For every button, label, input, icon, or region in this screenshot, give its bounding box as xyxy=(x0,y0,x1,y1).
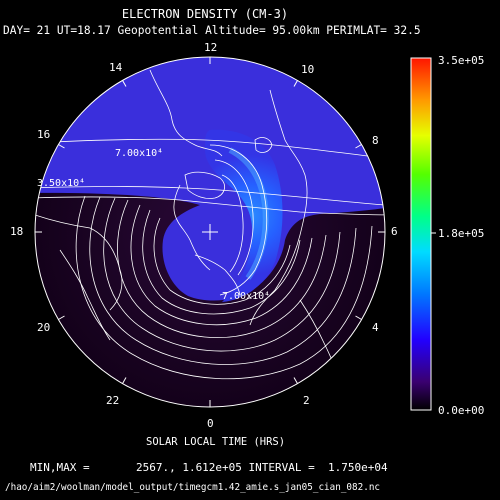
hour-label-4: 4 xyxy=(372,321,379,334)
density-peak-region xyxy=(205,129,283,302)
contour-label-middle: 3.50x10⁴ xyxy=(37,178,86,189)
hour-label-18: 18 xyxy=(10,225,24,238)
dayside-region xyxy=(35,57,385,301)
hour-label-16: 16 xyxy=(37,128,51,141)
contour-lines xyxy=(35,138,385,380)
contour-label-upper: 7.00x10⁴ xyxy=(115,148,164,159)
density-field xyxy=(35,57,385,407)
colorbar xyxy=(410,57,432,411)
colorbar-mid-label: 1.8e+05 xyxy=(438,227,485,240)
colorbar-min-label: 0.0e+00 xyxy=(438,404,485,417)
hour-ticks xyxy=(35,57,385,407)
file-path: /hao/aim2/woolman/model_output/timegcm1.… xyxy=(5,482,381,493)
hour-label-14: 14 xyxy=(109,61,123,74)
x-axis-label: SOLAR LOCAL TIME (HRS) xyxy=(146,436,286,448)
hour-label-6: 6 xyxy=(391,225,398,238)
hour-label-8: 8 xyxy=(372,134,379,147)
pole-cross xyxy=(202,224,218,240)
hour-label-12: 12 xyxy=(204,41,218,54)
hour-label-22: 22 xyxy=(106,394,120,407)
plot-title: ELECTRON DENSITY (CM-3) xyxy=(121,7,289,21)
hour-label-10: 10 xyxy=(301,63,315,76)
stats-line: MIN,MAX = 2567., 1.612e+05 INTERVAL = 1.… xyxy=(30,461,388,474)
coastlines xyxy=(35,69,341,376)
contour-label-lower: 7.00x10⁴ xyxy=(222,291,271,302)
hour-label-2: 2 xyxy=(303,394,310,407)
plot-subtitle: DAY= 21 UT=18.17 Geopotential Altitude= … xyxy=(3,24,421,37)
hour-label-0: 0 xyxy=(207,417,214,430)
hour-label-20: 20 xyxy=(37,321,51,334)
colorbar-max-label: 3.5e+05 xyxy=(438,54,485,67)
